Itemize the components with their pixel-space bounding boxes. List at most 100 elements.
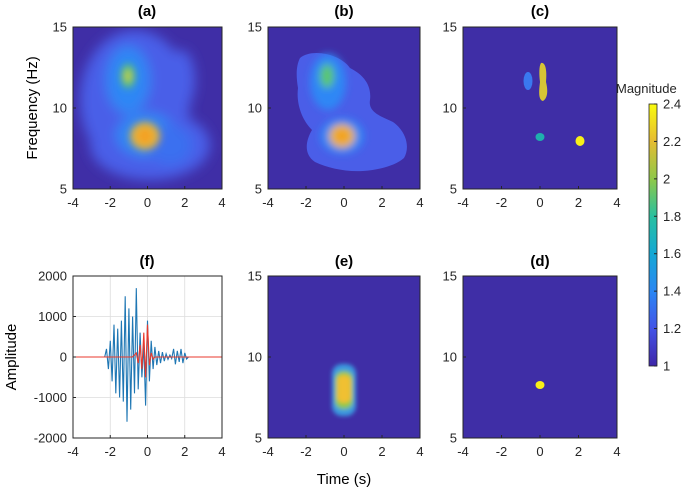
- panel-a-axes: -4 -2 0 2 4 5 10 15: [53, 20, 226, 211]
- panel-c: [463, 27, 617, 189]
- x-tick-label: 2: [378, 444, 385, 459]
- x-tick-label: -2: [300, 444, 312, 459]
- panel-e-peak: [337, 375, 351, 403]
- x-tick-label: 4: [613, 444, 620, 459]
- x-tick-label: 2: [575, 195, 582, 210]
- x-tick-label: -2: [104, 195, 116, 210]
- y-tick-label: 0: [60, 350, 67, 365]
- y-tick-label: 15: [248, 269, 262, 284]
- panel-b: [268, 27, 420, 189]
- panel-f-lines: [73, 288, 222, 422]
- panel-c-blob: [523, 72, 533, 90]
- y-tick-label: 15: [443, 20, 457, 35]
- x-tick-label: 4: [218, 195, 225, 210]
- panel-a: [73, 27, 222, 189]
- y-tick-label: 15: [53, 20, 67, 35]
- x-tick-label: -2: [104, 444, 116, 459]
- x-tick-label: 4: [218, 444, 225, 459]
- panel-e-heatmap: [332, 364, 356, 416]
- x-tick-label: 2: [181, 195, 188, 210]
- panel-e-title: (e): [335, 253, 353, 270]
- y-tick-label: 5: [60, 182, 67, 197]
- x-tick-label: -4: [457, 195, 469, 210]
- y-tick-label: 2000: [38, 269, 67, 284]
- y-tick-label: 15: [443, 269, 457, 284]
- y-tick-label: -2000: [34, 431, 67, 446]
- x-tick-label: -4: [262, 444, 274, 459]
- y-tick-label: 10: [53, 101, 67, 116]
- panel-d: [463, 276, 617, 438]
- panel-f-title: (f): [140, 253, 155, 270]
- x-tick-label: 4: [416, 195, 423, 210]
- x-tick-label: 0: [144, 195, 151, 210]
- panel-e: [268, 276, 420, 438]
- y-tick-label: 5: [255, 431, 262, 446]
- x-tick-label: -2: [496, 444, 508, 459]
- panel-c-blob: [535, 133, 545, 141]
- x-tick-label: 2: [378, 195, 385, 210]
- x-tick-label: -4: [262, 195, 274, 210]
- x-tick-label: 2: [575, 444, 582, 459]
- panel-a-peak: [137, 128, 153, 144]
- panel-b-peak: [320, 64, 334, 88]
- series-line-1: [73, 324, 222, 378]
- y-tick-label: 15: [248, 20, 262, 35]
- x-tick-label: -2: [496, 195, 508, 210]
- x-tick-label: 0: [340, 195, 347, 210]
- panel-c-axes: -4 -2 0 2 4 5 10 15: [443, 20, 621, 211]
- panel-c-background: [463, 27, 617, 189]
- panel-d-background: [463, 276, 617, 438]
- y-tick-label: 1000: [38, 309, 67, 324]
- x-tick-label: -4: [67, 195, 79, 210]
- x-tick-label: 4: [416, 444, 423, 459]
- colorbar-tick-label: 1.6: [663, 246, 681, 261]
- panel-d-blob: [535, 381, 545, 389]
- colorbar-tick-label: 2.4: [663, 97, 681, 112]
- colorbar-tick-label: 2: [663, 171, 670, 186]
- y-tick-label: 5: [255, 182, 262, 197]
- panel-a-peak: [125, 70, 131, 82]
- y-tick-label: 5: [450, 182, 457, 197]
- panel-c-title: (c): [531, 3, 549, 20]
- x-tick-label: -2: [300, 195, 312, 210]
- x-tick-label: 0: [536, 444, 543, 459]
- panel-e-axes: -4 -2 0 2 4 5 10 15: [248, 269, 424, 460]
- y-axis-label-amplitude: Amplitude: [3, 324, 20, 391]
- panel-a-heatmap: [80, 30, 210, 180]
- colorbar: Magnitude 1 1.2 1.4 1.6 1.8 2 2.2 2.4: [616, 81, 681, 374]
- colorbar-tick-label: 1.2: [663, 321, 681, 336]
- colorbar-label: Magnitude: [616, 81, 677, 96]
- x-tick-label: 4: [613, 195, 620, 210]
- panel-d-axes: -4 -2 0 2 4 5 10 15: [443, 269, 621, 460]
- panel-c-blob: [539, 62, 548, 101]
- panel-b-heatmap: [296, 53, 407, 172]
- y-axis-label-frequency: Frequency (Hz): [24, 56, 41, 159]
- colorbar-tick-label: 1.8: [663, 209, 681, 224]
- panel-f-axes: -4 -2 0 2 4 -2000 -1000 0 1000 2000: [34, 269, 226, 460]
- x-tick-label: 0: [536, 195, 543, 210]
- colorbar-tick-label: 1.4: [663, 284, 681, 299]
- panel-b-peak: [335, 129, 349, 143]
- panel-a-title: (a): [138, 3, 156, 20]
- panel-c-blob: [575, 136, 585, 146]
- y-tick-label: -1000: [34, 390, 67, 405]
- colorbar-ticks: 1 1.2 1.4 1.6 1.8 2 2.2 2.4: [654, 97, 681, 374]
- x-tick-label: 2: [181, 444, 188, 459]
- colorbar-tick-label: 2.2: [663, 134, 681, 149]
- x-tick-label: -4: [67, 444, 79, 459]
- y-tick-label: 5: [450, 431, 457, 446]
- y-tick-label: 10: [248, 101, 262, 116]
- colorbar-gradient: [648, 103, 658, 367]
- panel-b-title: (b): [334, 3, 353, 20]
- y-tick-label: 10: [443, 101, 457, 116]
- x-axis-label-time: Time (s): [317, 471, 371, 488]
- x-tick-label: 0: [144, 444, 151, 459]
- y-tick-label: 10: [443, 350, 457, 365]
- panel-a-energy-region: [167, 50, 195, 110]
- x-tick-label: 0: [340, 444, 347, 459]
- panel-b-axes: -4 -2 0 2 4 5 10 15: [248, 20, 424, 211]
- panel-f: [72, 275, 223, 439]
- panel-d-title: (d): [530, 253, 549, 270]
